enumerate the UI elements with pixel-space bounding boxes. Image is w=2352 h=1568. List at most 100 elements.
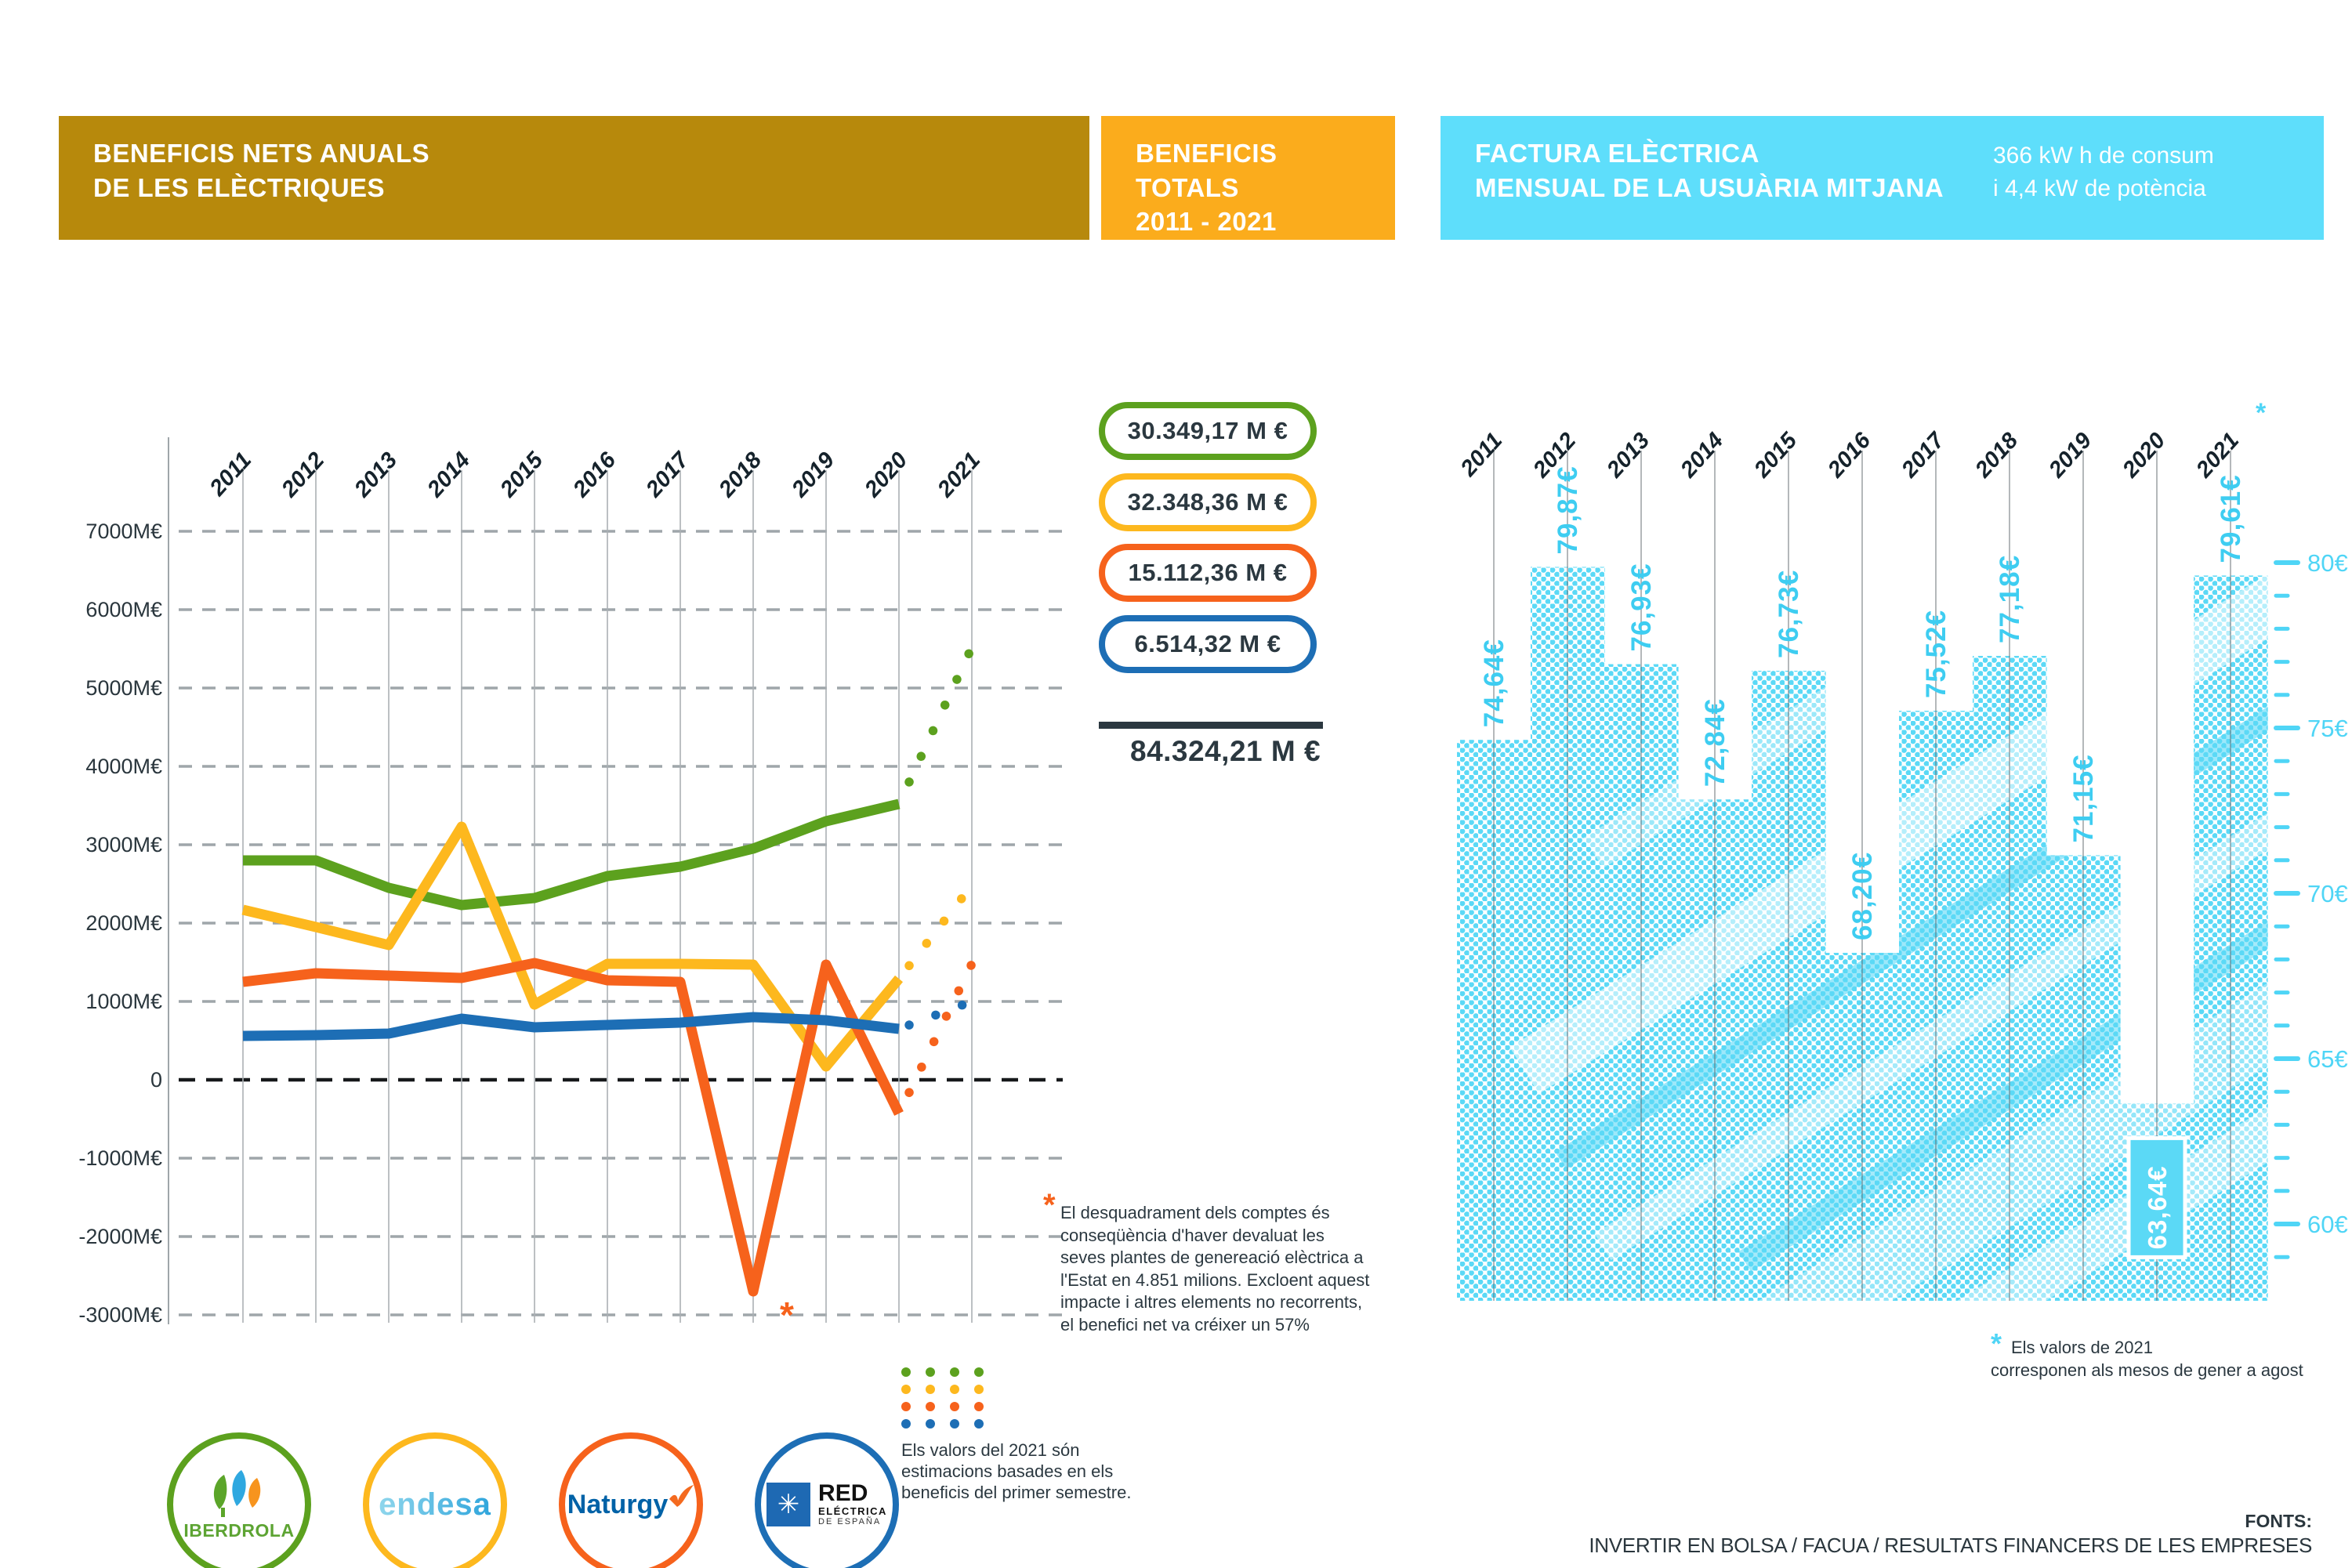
y-axis-label: 6000M€ xyxy=(85,598,162,621)
year-label: 2016 xyxy=(568,447,622,503)
legend-dot xyxy=(901,1385,911,1394)
legend-dot xyxy=(901,1402,911,1411)
y-axis-label: 0 xyxy=(150,1068,162,1092)
y-axis-label: -2000M€ xyxy=(78,1225,162,1248)
year-label: 2020 xyxy=(860,447,913,502)
legend-dot xyxy=(926,1385,935,1394)
right-footnote-text: Els valors de 2021 corresponen als mesos… xyxy=(1991,1338,2303,1380)
bar-value-label: 68,20€ xyxy=(1847,852,1878,940)
bar-value-label: 76,73€ xyxy=(1774,570,1804,658)
y-axis-label: -1000M€ xyxy=(78,1146,162,1170)
iberdrola-logo: IBERDROLA xyxy=(167,1432,311,1568)
axis-tick-label: 60€ xyxy=(2307,1211,2348,1238)
red-wordmark-line1: RED xyxy=(818,1479,868,1506)
total-pill-red-el-ctrica-de-espa-a: 6.514,32 M € xyxy=(1099,615,1317,674)
year-label: 2014 xyxy=(422,447,476,502)
endesa-wordmark: endesa xyxy=(379,1487,491,1522)
legend-dot xyxy=(901,1367,911,1377)
bar-value-label: 75,52€ xyxy=(1921,610,1952,698)
year-label: 2020 xyxy=(2118,428,2171,483)
naturgy-loss-asterisk: * xyxy=(780,1295,794,1335)
y-axis-label: 7000M€ xyxy=(85,520,162,543)
year-label: 2014 xyxy=(1676,428,1729,483)
header-right-band: FACTURA ELÈCTRICA MENSUAL DE LA USUÀRIA … xyxy=(1441,116,2324,240)
naturgy-butterfly-icon xyxy=(669,1484,694,1507)
y-axis-label: 2000M€ xyxy=(85,911,162,935)
naturgy-wordmark: Naturgy xyxy=(567,1489,669,1519)
series-estimate-dots-endesa xyxy=(904,881,977,971)
year-label: 2017 xyxy=(1897,427,1951,483)
red-wordmark-line3: DE ESPAÑA xyxy=(818,1517,882,1527)
axis-tick-label: 75€ xyxy=(2307,715,2348,742)
left-footnote-asterisk: * xyxy=(1043,1188,1056,1222)
total-pill-endesa: 32.348,36 M € xyxy=(1099,473,1317,531)
right-footnote-asterisk: * xyxy=(1991,1327,2002,1360)
legend-dot xyxy=(926,1367,935,1377)
total-pill-value: 30.349,17 M € xyxy=(1127,417,1288,444)
total-pill-naturgy: 15.112,36 M € xyxy=(1099,544,1317,603)
year-label: 2019 xyxy=(2044,428,2097,483)
naturgy-logo: Naturgy xyxy=(559,1432,703,1568)
totals-divider xyxy=(1099,722,1323,729)
legend-dot xyxy=(926,1402,935,1411)
red-electrica-logo: ✳ RED ELÉCTRICA DE ESPAÑA xyxy=(755,1432,899,1568)
total-pill-value: 32.348,36 M € xyxy=(1127,487,1288,516)
year-label: 2013 xyxy=(1602,428,1655,483)
bar-value-label: 79,87€ xyxy=(1553,465,1583,554)
year-label: 2021 xyxy=(933,447,986,502)
endesa-logo: endesa xyxy=(363,1432,507,1568)
bar-value-label: 77,18€ xyxy=(1995,555,2025,643)
total-pill-value: 15.112,36 M € xyxy=(1128,559,1288,587)
year-label: 2018 xyxy=(1970,428,2024,483)
legend-dot xyxy=(950,1419,959,1429)
y-axis-label: 4000M€ xyxy=(85,755,162,778)
sources-list: INVERTIR EN BOLSA / FACUA / RESULTATS FI… xyxy=(1589,1534,2312,1557)
legend-dot xyxy=(926,1419,935,1429)
year-label: 2016 xyxy=(1823,428,1876,483)
totals-title: BENEFICIS TOTALS 2011 - 2021 xyxy=(1136,139,1277,237)
bar-value-label: 79,61€ xyxy=(2216,474,2246,563)
iberdrola-wordmark: IBERDROLA xyxy=(183,1519,295,1541)
red-wordmark-line2: ELÉCTRICA xyxy=(818,1505,887,1517)
axis-tick-label: 80€ xyxy=(2307,549,2348,577)
right-chart-title: FACTURA ELÈCTRICA MENSUAL DE LA USUÀRIA … xyxy=(1475,139,1944,202)
series-line-naturgy xyxy=(242,958,904,1297)
series-line-red-el-ctrica-de-espa-a xyxy=(242,1012,900,1041)
legend-dot xyxy=(950,1385,959,1394)
consumption-subtitle: 366 kW h de consum i 4,4 kW de potència xyxy=(1993,143,2214,201)
y-axis-label: 5000M€ xyxy=(85,676,162,700)
y-axis-label: 1000M€ xyxy=(85,990,162,1013)
sources-label: FONTS: xyxy=(2245,1511,2312,1531)
series-estimate-dots-naturgy xyxy=(904,959,977,1098)
total-pill-value: 6.514,32 M € xyxy=(1134,630,1281,658)
bar-value-label: 71,15€ xyxy=(2068,754,2099,842)
year-label: 2013 xyxy=(350,447,403,502)
left-footnote-text: El desquadrament dels comptes és conseqü… xyxy=(1060,1203,1370,1334)
year-label: 2017 xyxy=(641,447,695,502)
iberdrola-flame-icon xyxy=(213,1469,261,1517)
bar-value-label: 74,64€ xyxy=(1479,639,1509,727)
year-label: 2015 xyxy=(495,447,549,503)
bar-value-label: 72,84€ xyxy=(1700,698,1730,787)
red-electrica-mark-icon: ✳ xyxy=(766,1483,811,1526)
bar-value-label: 63,64€ xyxy=(2143,1165,2172,1249)
year-label: 2015 xyxy=(1749,428,1803,483)
y-axis-label: -3000M€ xyxy=(78,1303,162,1327)
y-axis-label: 3000M€ xyxy=(85,833,162,856)
series-line-iberdrola xyxy=(243,798,901,911)
rect-shape xyxy=(1738,836,2268,1272)
sources-footer: FONTS: INVERTIR EN BOLSA / FACUA / RESUL… xyxy=(1589,1511,2312,1558)
header-left-band: BENEFICIS NETS ANUALS DE LES ELÈCTRIQUES xyxy=(59,116,1089,240)
bar-value-label: 76,93€ xyxy=(1626,563,1657,651)
estimates-note: Els valors del 2021 són estimacions basa… xyxy=(901,1440,1132,1502)
left-chart-title: BENEFICIS NETS ANUALS DE LES ELÈCTRIQUES xyxy=(93,139,430,202)
legend-dot xyxy=(901,1419,911,1429)
legend-dot xyxy=(974,1402,984,1411)
year-label: 2011 xyxy=(1455,428,1507,482)
legend-dot xyxy=(974,1385,984,1394)
year-label: 2011 xyxy=(205,447,256,502)
axis-tick-label: 65€ xyxy=(2307,1045,2348,1073)
series-estimate-dots-red-el-ctrica-de-espa-a xyxy=(904,997,977,1030)
